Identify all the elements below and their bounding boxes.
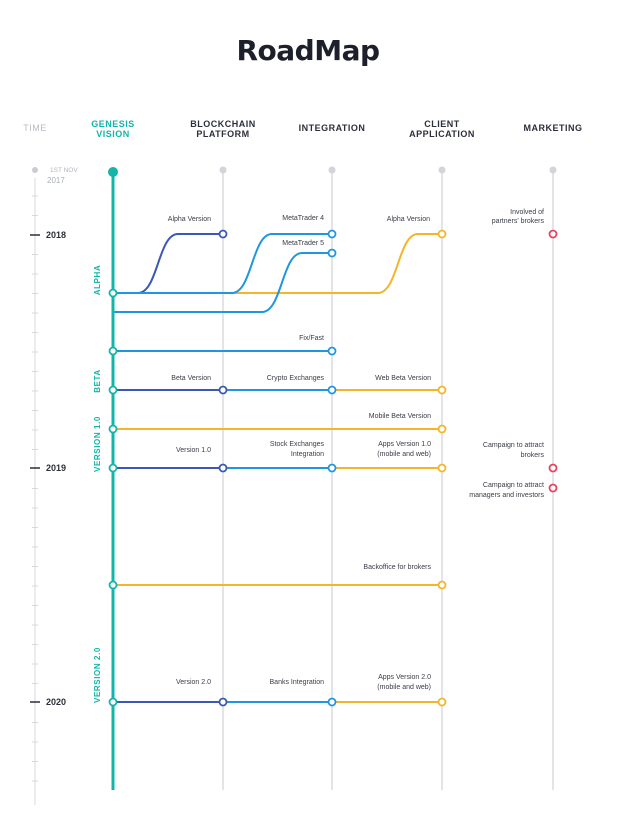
lane-integration-start-dot (328, 166, 336, 174)
trunk-node-mobile-beta (108, 424, 118, 434)
year-label-2018: 2018 (46, 230, 66, 240)
path-alpha-version (112, 233, 224, 294)
label-client-alpha: Alpha Version (387, 216, 430, 223)
path-metatrader5 (112, 252, 333, 313)
column-header-genesis-line2: VISION (96, 129, 130, 139)
label-metatrader4: MetaTrader 4 (282, 215, 324, 222)
node-fixfast (327, 346, 337, 356)
label-crypto: Crypto Exchanges (267, 375, 325, 382)
node-banks (327, 697, 337, 707)
node-metatrader5 (327, 248, 337, 258)
node-client-alpha (437, 229, 447, 239)
node-apps20 (437, 697, 447, 707)
label-campaign-brokers-line2: brokers (521, 452, 545, 459)
label-apps10-line2: (mobile and web) (377, 451, 431, 458)
start-year-label: 2017 (47, 176, 65, 185)
node-campaign-brokers (548, 463, 558, 473)
node-version10 (218, 463, 228, 473)
trunk-node-fixfast (108, 346, 118, 356)
label-beta-version: Beta Version (171, 375, 211, 382)
label-apps20-line1: Apps Version 2.0 (378, 674, 431, 681)
column-header-marketing: MARKETING (524, 123, 583, 133)
trunk-node-version10 (108, 463, 118, 473)
label-version10: Version 1.0 (176, 447, 211, 454)
label-stock-line2: Integration (291, 451, 324, 458)
label-fixfast: Fix/Fast (299, 335, 324, 342)
lane-blockchain-start-dot (219, 166, 227, 174)
node-mobile-beta (437, 424, 447, 434)
column-header-blockchain-line1: BLOCKCHAIN (190, 119, 256, 129)
label-web-beta: Web Beta Version (375, 375, 431, 382)
node-partners (548, 229, 558, 239)
year-label-2019: 2019 (46, 463, 66, 473)
node-web-beta (437, 385, 447, 395)
label-backoffice: Backoffice for brokers (363, 564, 431, 571)
node-backoffice (437, 580, 447, 590)
label-apps20-line2: (mobile and web) (377, 684, 431, 691)
label-campaign-managers-line1: Campaign to attract (483, 482, 544, 489)
lane-marketing-start-dot (549, 166, 557, 174)
year-label-2020: 2020 (46, 697, 66, 707)
phase-label-version10: VERSION 1.0 (93, 416, 102, 472)
page-title: RoadMap (236, 34, 379, 67)
node-metatrader4 (327, 229, 337, 239)
label-apps10-line1: Apps Version 1.0 (378, 441, 431, 448)
time-start-dot (32, 167, 38, 173)
node-crypto (327, 385, 337, 395)
lane-client-start-dot (438, 166, 446, 174)
trunk-node-version20 (108, 697, 118, 707)
label-campaign-brokers-line1: Campaign to attract (483, 442, 544, 449)
time-axis-ticks (32, 195, 38, 782)
phase-label-beta: BETA (93, 369, 102, 393)
label-metatrader5: MetaTrader 5 (282, 240, 324, 247)
path-client-alpha (112, 233, 443, 294)
column-header-client-line2: APPLICATION (409, 129, 475, 139)
column-header-genesis-line1: GENESIS (91, 119, 135, 129)
label-partners-line1: Involved of (510, 209, 544, 216)
start-date-label: 1ST NOV (50, 167, 78, 174)
node-alpha-version (218, 229, 228, 239)
phase-label-version20: VERSION 2.0 (93, 647, 102, 703)
label-partners-line2: partners' brokers (492, 218, 545, 225)
column-header-blockchain-line2: PLATFORM (196, 129, 249, 139)
label-campaign-managers-line2: managers and investors (469, 492, 544, 499)
label-banks: Banks Integration (270, 679, 325, 686)
trunk-node-backoffice (108, 580, 118, 590)
label-mobile-beta: Mobile Beta Version (369, 413, 431, 420)
column-header-client-line1: CLIENT (424, 119, 460, 129)
genesis-start-dot (108, 167, 118, 177)
column-header-time: TIME (23, 123, 47, 133)
node-campaign-managers (548, 483, 558, 493)
path-metatrader4 (112, 233, 333, 294)
label-alpha-version: Alpha Version (168, 216, 211, 223)
node-apps10 (437, 463, 447, 473)
node-stock (327, 463, 337, 473)
node-version20 (218, 697, 228, 707)
phase-label-alpha: ALPHA (93, 265, 102, 296)
node-beta-version (218, 385, 228, 395)
label-version20: Version 2.0 (176, 679, 211, 686)
label-stock-line1: Stock Exchanges (270, 441, 325, 448)
trunk-node-beta (108, 385, 118, 395)
column-header-integration: INTEGRATION (299, 123, 366, 133)
trunk-node-alpha (108, 288, 118, 298)
